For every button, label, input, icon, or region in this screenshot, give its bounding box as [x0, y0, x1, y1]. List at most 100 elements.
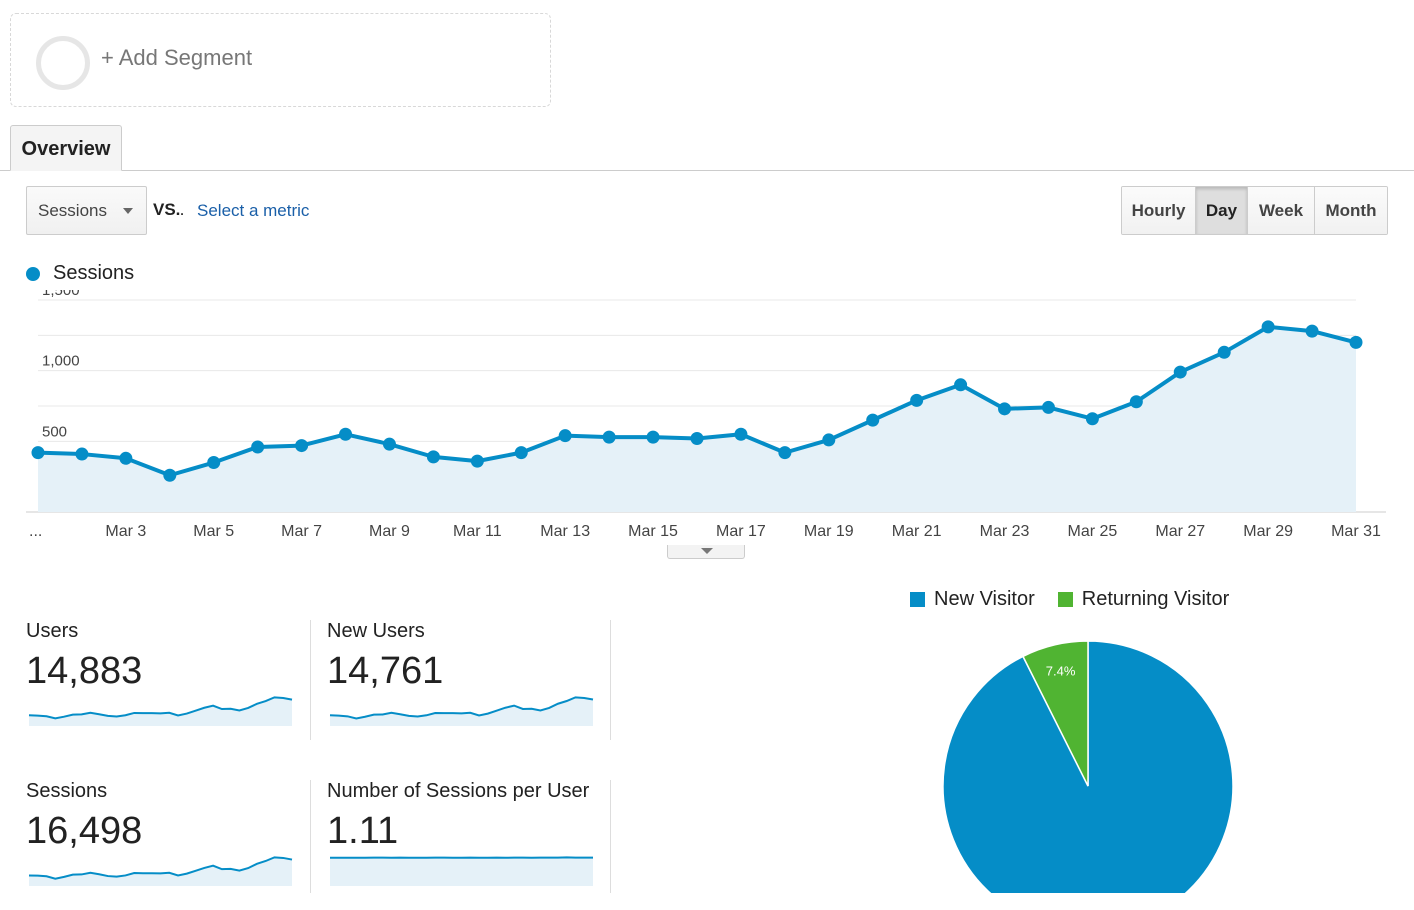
- divider: [610, 780, 611, 893]
- sparkline-area: [29, 857, 292, 886]
- data-point[interactable]: [559, 429, 572, 442]
- sparkline: [28, 854, 295, 886]
- divider: [310, 620, 311, 740]
- scorecard-new-users[interactable]: New Users 14,761: [327, 620, 612, 750]
- scorecard-label: Number of Sessions per User: [327, 780, 589, 803]
- add-segment-button[interactable]: + Add Segment: [101, 45, 252, 71]
- x-tick-label: Mar 13: [540, 523, 590, 540]
- data-point[interactable]: [954, 378, 967, 391]
- sparkline: [28, 694, 295, 726]
- data-point[interactable]: [910, 394, 923, 407]
- y-tick-label: 500: [42, 423, 67, 440]
- month-button[interactable]: Month: [1315, 187, 1387, 234]
- data-point[interactable]: [647, 431, 660, 444]
- data-point[interactable]: [383, 438, 396, 451]
- caret-down-icon: [123, 208, 133, 214]
- data-point[interactable]: [75, 448, 88, 461]
- data-point[interactable]: [207, 456, 220, 469]
- week-button[interactable]: Week: [1248, 187, 1315, 234]
- data-point[interactable]: [734, 428, 747, 441]
- select-metric-link[interactable]: Select a metric: [197, 201, 309, 221]
- data-point[interactable]: [515, 446, 528, 459]
- legend-swatch: [26, 267, 40, 281]
- legend-swatch-returning-visitor: [1058, 592, 1073, 607]
- data-point[interactable]: [251, 440, 264, 453]
- data-point[interactable]: [1350, 336, 1363, 349]
- scorecard-label: Users: [26, 620, 78, 643]
- sparkline-area: [29, 697, 292, 726]
- data-point[interactable]: [998, 402, 1011, 415]
- data-point[interactable]: [1306, 325, 1319, 338]
- sessions-area: [38, 327, 1356, 512]
- x-tick-label: Mar 11: [453, 523, 502, 540]
- x-tick-label: ...: [29, 523, 42, 540]
- x-tick-label: Mar 17: [716, 523, 766, 540]
- expand-chart-handle[interactable]: [667, 545, 745, 559]
- y-tick-label: 1,000: [42, 353, 80, 370]
- hourly-button[interactable]: Hourly: [1122, 187, 1196, 234]
- y-tick-label: 1,500: [42, 290, 80, 299]
- data-point[interactable]: [603, 431, 616, 444]
- data-point[interactable]: [822, 433, 835, 446]
- data-point[interactable]: [119, 452, 132, 465]
- data-point[interactable]: [1262, 320, 1275, 333]
- data-point[interactable]: [32, 446, 45, 459]
- sparkline-area: [330, 697, 593, 726]
- x-tick-label: Mar 25: [1068, 523, 1118, 540]
- segment-box[interactable]: + Add Segment: [10, 13, 551, 107]
- x-tick-label: Mar 7: [281, 523, 322, 540]
- tab-overview[interactable]: Overview: [10, 125, 122, 171]
- scorecard-sessions[interactable]: Sessions 16,498: [26, 780, 311, 910]
- x-tick-label: Mar 3: [105, 523, 146, 540]
- legend-label-new-visitor: New Visitor: [934, 588, 1035, 611]
- visitor-pie-chart: 7.4%: [900, 620, 1280, 893]
- x-tick-label: Mar 23: [980, 523, 1030, 540]
- vs-label: VS..: [153, 200, 184, 220]
- sparkline-area: [330, 857, 593, 886]
- x-tick-label: Mar 9: [369, 523, 410, 540]
- day-button[interactable]: Day: [1196, 187, 1248, 234]
- scorecard-value: 16,498: [26, 810, 142, 853]
- data-point[interactable]: [1042, 401, 1055, 414]
- data-point[interactable]: [163, 469, 176, 482]
- data-point[interactable]: [691, 432, 704, 445]
- data-point[interactable]: [427, 450, 440, 463]
- divider: [310, 780, 311, 893]
- x-tick-label: Mar 27: [1155, 523, 1205, 540]
- data-point[interactable]: [1130, 395, 1143, 408]
- metric-dropdown[interactable]: Sessions: [26, 186, 147, 235]
- scorecard-users[interactable]: Users 14,883: [26, 620, 311, 750]
- data-point[interactable]: [1174, 366, 1187, 379]
- sparkline: [329, 854, 596, 886]
- x-tick-label: Mar 15: [628, 523, 678, 540]
- data-point[interactable]: [295, 439, 308, 452]
- scorecard-label: Sessions: [26, 780, 107, 803]
- scorecard-label: New Users: [327, 620, 425, 643]
- data-point[interactable]: [778, 446, 791, 459]
- metric-dropdown-label: Sessions: [38, 201, 107, 221]
- pie-slice-label: 7.4%: [1046, 663, 1076, 678]
- scorecard-value: 1.11: [327, 810, 398, 853]
- caret-down-icon: [701, 548, 713, 554]
- divider: [610, 620, 611, 740]
- sessions-line-chart: 500 1,000 1,500... Mar 3 Mar 5 Mar 7 Mar 9 Mar …: [0, 290, 1414, 548]
- data-point[interactable]: [1086, 412, 1099, 425]
- data-point[interactable]: [1218, 346, 1231, 359]
- data-point[interactable]: [471, 455, 484, 468]
- scorecard-value: 14,883: [26, 650, 142, 693]
- time-granularity-group: Hourly Day Week Month: [1121, 186, 1388, 235]
- sparkline: [329, 694, 596, 726]
- x-tick-label: Mar 19: [804, 523, 854, 540]
- data-point[interactable]: [866, 414, 879, 427]
- scorecard-sessions-per-user[interactable]: Number of Sessions per User 1.11: [327, 780, 612, 910]
- legend-label: Sessions: [53, 262, 134, 285]
- scorecard-value: 14,761: [327, 650, 443, 693]
- legend-label-returning-visitor: Returning Visitor: [1082, 588, 1229, 611]
- x-tick-label: Mar 5: [193, 523, 234, 540]
- circle-outline-icon: [36, 36, 90, 90]
- data-point[interactable]: [339, 428, 352, 441]
- tab-divider: [0, 170, 1414, 171]
- x-tick-label: Mar 31: [1331, 523, 1381, 540]
- x-tick-label: Mar 21: [892, 523, 942, 540]
- x-tick-label: Mar 29: [1243, 523, 1293, 540]
